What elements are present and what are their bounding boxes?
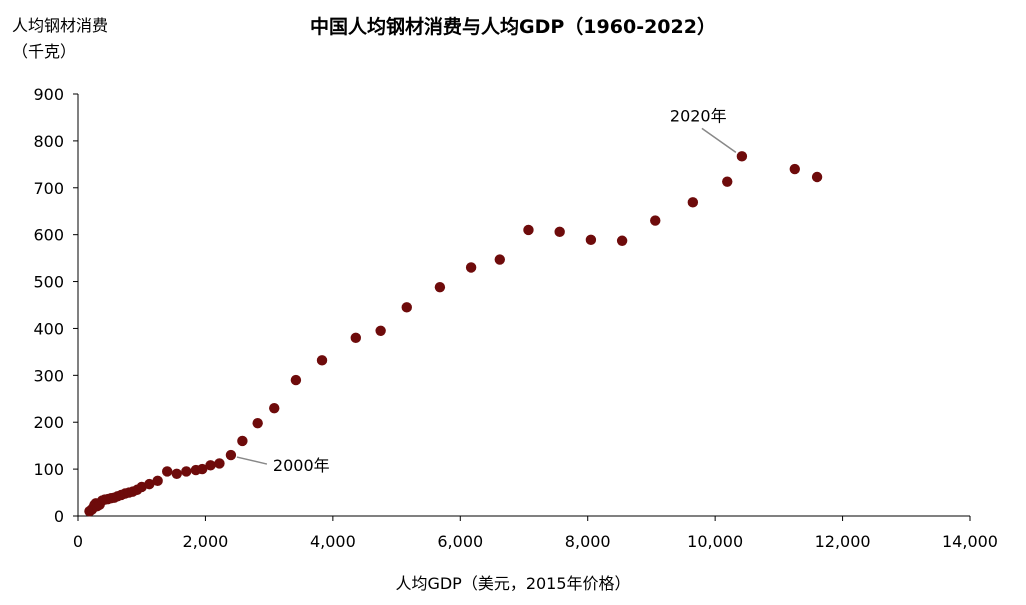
y-tick-label: 200 <box>33 413 64 432</box>
data-point <box>316 355 328 366</box>
y-tick-label: 400 <box>33 319 64 338</box>
data-point <box>375 325 386 336</box>
data-point <box>523 224 534 236</box>
annotation-2020: 2020年 <box>670 106 727 125</box>
annotation-leader-2020 <box>701 127 737 153</box>
x-tick-label: 6,000 <box>437 532 483 551</box>
y-tick-label: 600 <box>33 226 64 245</box>
data-point <box>650 215 661 226</box>
y-tick-label: 500 <box>33 273 64 292</box>
annotations: 2000年 2020年 <box>236 106 737 475</box>
data-point <box>616 235 628 246</box>
data-point <box>252 417 263 429</box>
y-axis-label-line1: 人均钢材消费 <box>12 16 109 35</box>
data-points <box>84 151 823 517</box>
data-point <box>205 460 216 471</box>
x-tick-label: 12,000 <box>815 532 871 551</box>
chart-title: 中国人均钢材消费与人均GDP（1960-2022） <box>310 16 716 38</box>
y-tick-label: 100 <box>33 460 64 479</box>
data-point <box>197 463 208 475</box>
data-point <box>181 466 192 477</box>
data-point <box>350 332 361 344</box>
annotation-leader-2000 <box>236 456 268 465</box>
data-point <box>554 226 565 238</box>
data-point <box>290 374 302 386</box>
data-point <box>585 234 597 246</box>
data-point <box>171 468 182 479</box>
data-point <box>225 449 237 461</box>
data-point <box>401 302 412 313</box>
x-tick-label: 8,000 <box>565 532 611 551</box>
tick-labels: 0 100 200 300 400 500 600 700 800 900 0 2,000 4,000 6… <box>33 85 998 551</box>
x-tick-label: 14,000 <box>942 532 998 551</box>
data-point <box>465 262 477 273</box>
data-point <box>214 458 225 469</box>
data-point <box>687 197 699 208</box>
x-tick-label: 4,000 <box>310 532 356 551</box>
x-axis-label: 人均GDP（美元，2015年价格） <box>395 574 631 593</box>
data-point <box>736 151 748 162</box>
x-tick-label: 10,000 <box>687 532 743 551</box>
x-tick-label: 0 <box>73 532 83 551</box>
y-tick-label: 700 <box>33 179 64 198</box>
data-point <box>494 254 505 265</box>
y-tick-label: 800 <box>33 132 64 151</box>
data-point <box>722 176 733 187</box>
data-point <box>162 466 173 477</box>
y-axis-label-line2: （千克） <box>12 42 77 61</box>
data-point <box>434 281 446 293</box>
data-point <box>144 478 155 490</box>
y-tick-label: 900 <box>33 85 64 104</box>
y-tick-label: 300 <box>33 366 64 385</box>
data-point <box>269 402 280 414</box>
data-point <box>152 475 163 487</box>
axes <box>73 93 971 521</box>
data-point <box>789 163 800 175</box>
annotation-2000: 2000年 <box>273 456 330 475</box>
x-tick-label: 2,000 <box>183 532 229 551</box>
data-point <box>811 171 823 183</box>
data-point <box>237 435 248 447</box>
y-tick-label: 0 <box>54 507 64 526</box>
